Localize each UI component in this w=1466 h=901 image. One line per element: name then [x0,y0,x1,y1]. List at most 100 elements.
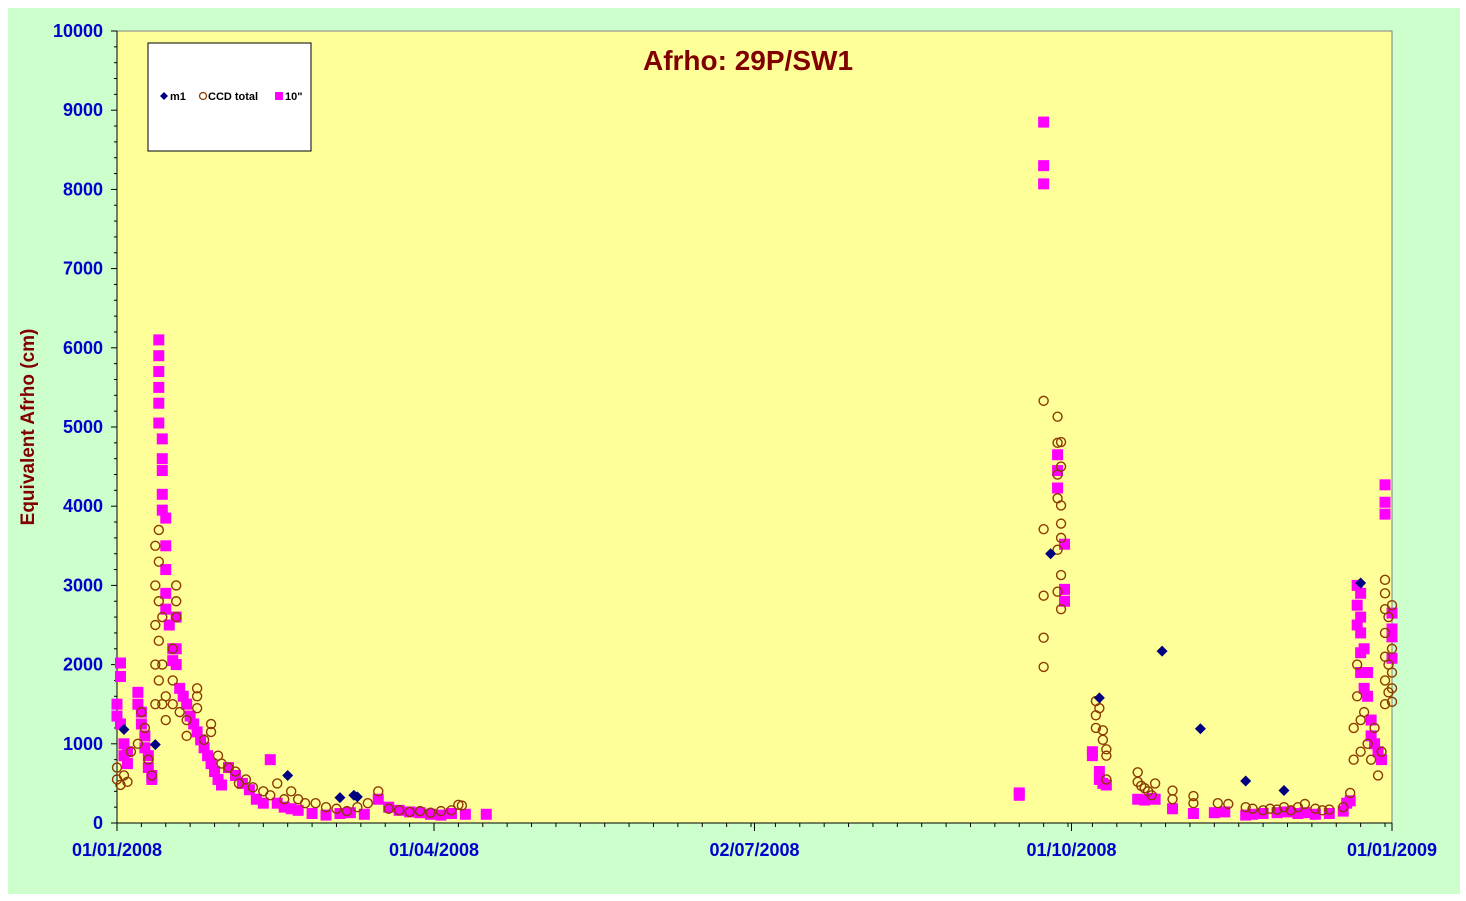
y-tick-label: 8000 [63,179,103,199]
y-tick-label: 1000 [63,734,103,754]
point-ccd-total [136,706,147,718]
point-ccd-total [125,746,137,757]
point-m1 [282,769,294,781]
point-10in [1386,607,1398,619]
point-ccd-total [1310,803,1321,814]
y-tick-label: 10000 [53,21,103,41]
point-ccd-total [1167,794,1178,805]
point-ccd-total [167,675,178,686]
point-10in [306,807,318,819]
point-10in [114,657,126,669]
point-ccd-total [1101,744,1112,755]
point-10in [445,807,457,819]
point-10in [1292,807,1304,819]
point-ccd-total [1055,500,1067,511]
point-10in [1013,789,1025,801]
point-ccd-total [1264,803,1276,814]
point-10in [425,808,437,820]
point-ccd-total [320,801,332,813]
point-ccd-total [1386,667,1398,678]
point-ccd-total [240,774,252,785]
point-10in [1365,714,1377,726]
point-ccd-total [1052,544,1063,555]
point-10in [156,504,168,516]
point-10in [153,350,165,362]
point-10in [372,793,384,805]
point-10in [177,690,189,702]
legend-marker-ccd-total [198,91,208,101]
point-10in [1351,579,1363,591]
point-ccd-total [160,714,171,726]
point-10in [160,587,172,599]
point-ccd-total [1348,754,1359,765]
point-ccd-total [404,806,415,818]
point-ccd-total [373,786,384,797]
point-ccd-total [150,540,161,551]
legend-label-10in: 10" [285,91,302,103]
point-10in [121,746,133,758]
point-10in [236,777,248,789]
point-ccd-total [1386,643,1398,654]
point-10in [205,758,217,770]
point-10in [121,758,133,770]
point-10in [156,465,168,477]
point-ccd-total [1052,411,1063,422]
plot-area [116,30,1393,824]
point-ccd-total [1271,804,1283,815]
point-10in [1358,643,1370,655]
point-ccd-total [167,699,178,710]
point-10in [170,643,182,655]
point-10in [1365,730,1377,742]
point-ccd-total [1090,722,1102,734]
point-ccd-total [1376,746,1387,757]
point-ccd-total [285,786,297,797]
point-ccd-total [1351,659,1363,670]
point-ccd-total [1292,801,1304,813]
point-ccd-total [160,691,171,702]
point-ccd-total [1038,661,1049,673]
point-ccd-total [1386,696,1398,708]
point-ccd-total [1188,798,1199,809]
point-10in [135,706,147,718]
point-ccd-total [150,659,161,670]
point-10in [153,334,165,346]
point-10in [393,804,405,816]
point-ccd-total [153,524,165,536]
point-10in [404,806,416,818]
point-ccd-total [1351,691,1363,702]
y-tick-label: 6000 [63,338,103,358]
point-ccd-total [1038,523,1049,535]
point-ccd-total [1097,734,1109,746]
point-10in [1240,809,1252,821]
point-10in [153,397,165,409]
point-ccd-total [1369,722,1380,734]
point-ccd-total [1362,738,1373,749]
point-10in [264,754,276,766]
point-10in [111,710,123,722]
point-ccd-total [1338,801,1349,813]
point-10in [383,801,395,813]
point-m1 [1093,692,1105,704]
point-10in [1059,538,1071,550]
point-10in [170,659,182,671]
point-ccd-total [1212,798,1224,809]
point-ccd-total [181,714,192,726]
point-m1 [1045,548,1057,560]
x-tick-label: 01/01/2009 [1347,840,1437,860]
point-ccd-total [198,734,210,746]
point-10in [1369,738,1381,750]
point-ccd-total [205,718,217,730]
point-ccd-total [1094,702,1105,714]
point-10in [1149,793,1161,805]
point-ccd-total [1386,683,1398,694]
point-10in [1299,807,1311,819]
point-ccd-total [171,596,182,607]
point-10in [1219,806,1231,818]
y-tick-label: 9000 [63,100,103,120]
point-10in [1351,599,1363,611]
point-10in [1379,479,1391,491]
point-m1 [334,792,346,804]
point-10in [153,381,165,393]
point-10in [118,738,130,750]
